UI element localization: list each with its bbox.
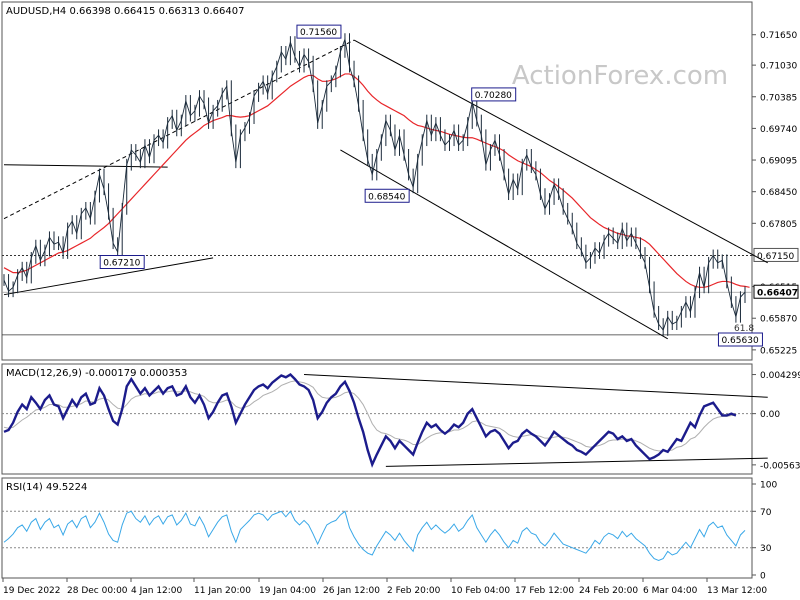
rsi-panel: RSI(14) 49.5224 100 70 30 0 [1, 477, 777, 582]
price-axis-tick-label: 0.71650 [760, 31, 797, 41]
watermark: ActionForex.com [512, 61, 728, 91]
time-axis-tick-label: 24 Feb 20:00 [579, 586, 638, 596]
time-axis-tick-label: 11 Jan 20:00 [194, 586, 251, 596]
ohlc-low: 0.66313 [159, 6, 200, 17]
rsi-line [3, 510, 746, 561]
price-axis-tick-label: 0.70385 [760, 93, 797, 103]
time-axis-tick-label: 6 Mar 04:00 [643, 586, 698, 596]
resistance-level-label: 0.67150 [757, 252, 794, 262]
price-annotation-label: 0.65630 [721, 336, 758, 346]
rsi-panel-frame [1, 477, 753, 579]
fib-level-label: 61.8 [734, 324, 754, 334]
macd-panel-frame [1, 363, 753, 475]
ohlc-open: 0.66398 [69, 6, 110, 17]
price-annotations: 0.71560 0.70280 0.68540 0.67210 0.65630 [99, 24, 763, 347]
rsi-label: RSI(14) 49.5224 [6, 482, 87, 493]
rsi-series [3, 510, 746, 561]
current-price-box [753, 284, 799, 299]
symbol-label: AUDUSD,H4 [6, 6, 66, 17]
macd-panel: MACD(12,26,9) -0.000179 0.000353 0.00429… [1, 363, 800, 475]
price-panel-frame [1, 1, 753, 361]
price-axis-tick-label: 0.65225 [760, 346, 797, 356]
macd-line [3, 373, 737, 468]
time-axis-tick-label: 19 Dec 2022 [3, 586, 61, 596]
rsi-axis-tick-label: 30 [760, 544, 772, 554]
price-annotation-box [471, 87, 517, 102]
price-axis-tick-label: 0.71030 [760, 62, 797, 72]
price-annotation-label: 0.67210 [103, 259, 140, 269]
price-annotation-box [717, 332, 763, 347]
time-axis-tick-label: 17 Feb 12:00 [515, 586, 574, 596]
macd-axis-tick-label: -0.005636 [760, 461, 800, 471]
price-panel: ActionForex.com AUDUSD,H4 0.66398 0.6641… [1, 1, 799, 361]
ohlc-high: 0.66415 [114, 6, 155, 17]
ohlc-close: 0.66407 [203, 6, 244, 17]
macd-axis: 0.004299 0.00 -0.005636 [2, 371, 800, 471]
price-line [3, 37, 746, 331]
trendline-upper-channel-up [3, 39, 355, 220]
time-axis-tick-label: 2 Feb 20:00 [387, 586, 441, 596]
macd-trendline-macd-upper [304, 374, 768, 398]
time-axis-tick-label: 4 Jan 12:00 [131, 586, 183, 596]
price-trendlines [3, 39, 768, 340]
macd-axis-tick-label: 0.004299 [760, 371, 800, 381]
macd-signal-line [3, 380, 736, 452]
macd-series [3, 373, 768, 468]
time-axis-tick-label: 10 Feb 04:00 [451, 586, 510, 596]
time-axis-tick-label: 13 Mar 12:00 [707, 586, 767, 596]
price-annotation-label: 0.70280 [475, 91, 512, 101]
price-annotation-label: 0.71560 [300, 28, 337, 38]
rsi-axis-tick-label: 0 [760, 572, 766, 582]
price-axis-tick-label: 0.69740 [760, 125, 797, 135]
price-annotation-box [296, 24, 342, 39]
time-axis-tick-label: 26 Jan 12:00 [323, 586, 380, 596]
rsi-axis-tick-label: 100 [760, 481, 777, 491]
rsi-axis: 100 70 30 0 [2, 481, 777, 582]
price-annotation-box [99, 255, 145, 270]
chart-title: AUDUSD,H4 0.66398 0.66415 0.66313 0.6640… [6, 6, 244, 17]
moving-average-series [3, 73, 750, 288]
price-title-group: AUDUSD,H4 0.66398 0.66415 0.66313 0.6640… [6, 6, 244, 17]
macd-axis-tick-label: 0.00 [760, 410, 780, 420]
macd-label: MACD(12,26,9) -0.000179 0.000353 [6, 368, 187, 379]
time-axis: 19 Dec 2022 28 Dec 00:00 4 Jan 12:00 11 Jan… [2, 578, 767, 596]
current-price-label: 0.66407 [757, 289, 798, 299]
time-axis-tick-label: 19 Jan 04:00 [259, 586, 316, 596]
macd-trendline-macd-lower [385, 457, 768, 467]
price-series [3, 33, 746, 336]
price-annotation-box [364, 188, 410, 203]
price-axis-tick-label: 0.68450 [760, 188, 797, 198]
price-axis-tick-label: 0.65870 [760, 315, 797, 325]
price-axis-tick-label: 0.67805 [760, 220, 797, 230]
trendline-lower-support-up [3, 257, 214, 296]
price-axis-tick-label: 0.69095 [760, 157, 797, 167]
trendline-descending-channel-lower [340, 149, 668, 340]
rsi-axis-tick-label: 70 [760, 508, 772, 518]
time-axis-tick-label: 28 Dec 00:00 [67, 586, 128, 596]
price-annotation-label: 0.68540 [368, 192, 405, 202]
ma-line [3, 73, 750, 288]
trendline-descending-channel-upper [353, 39, 768, 264]
